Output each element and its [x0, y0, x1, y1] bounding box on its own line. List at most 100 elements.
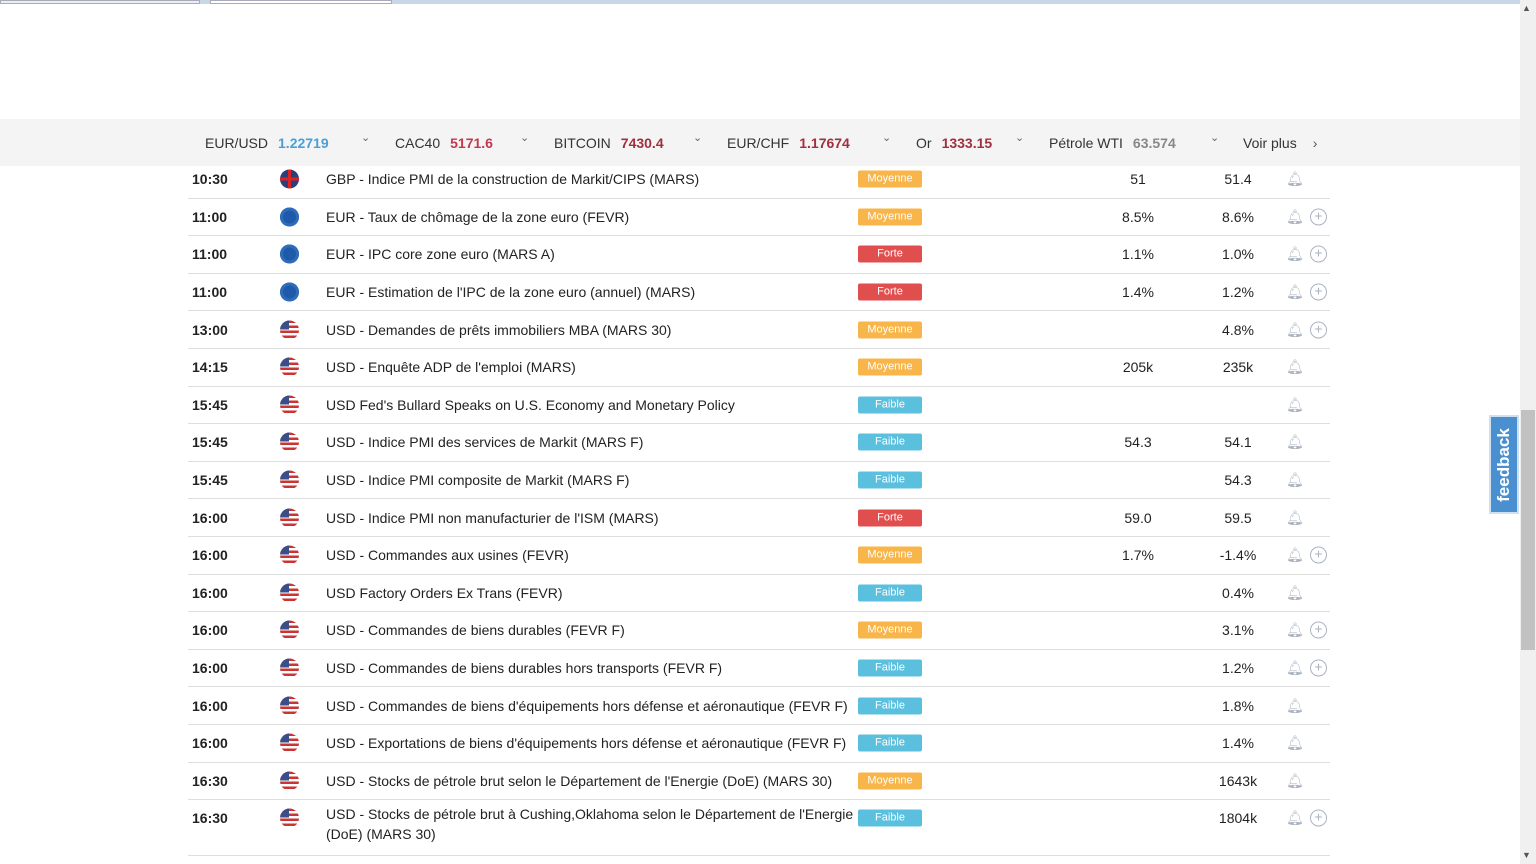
- table-row[interactable]: 16:00 USD - Commandes de biens d'équipem…: [188, 687, 1330, 725]
- bell-icon[interactable]: 🔔︎: [1286, 697, 1304, 714]
- plus-circle-icon[interactable]: +: [1310, 621, 1327, 639]
- eur-flag-icon: [280, 207, 299, 227]
- event-name[interactable]: USD - Stocks de pétrole brut à Cushing,O…: [326, 806, 854, 843]
- chevron-down-icon[interactable]: ⌄: [882, 132, 892, 144]
- see-more-link[interactable]: Voir plus ›: [1243, 135, 1317, 151]
- event-name[interactable]: USD - Indice PMI non manufacturier de l'…: [326, 509, 659, 526]
- event-time: 11:00: [192, 246, 228, 263]
- bell-icon[interactable]: 🔔︎: [1286, 509, 1304, 526]
- scroll-down-arrow-icon[interactable]: ▼: [1522, 850, 1531, 860]
- table-row[interactable]: 15:45 USD - Indice PMI composite de Mark…: [188, 462, 1330, 500]
- plus-circle-icon[interactable]: +: [1310, 245, 1327, 263]
- ticker-item[interactable]: Pétrole WTI 63.574: [1049, 135, 1176, 151]
- chevron-down-icon[interactable]: ⌄: [1015, 132, 1025, 144]
- scrollbar-thumb[interactable]: [1521, 410, 1535, 650]
- event-name[interactable]: USD - Commandes de biens durables (FEVR …: [326, 622, 625, 639]
- table-row[interactable]: 10:30 GBP - Indice PMI de la constructio…: [188, 161, 1330, 199]
- chevron-down-icon[interactable]: ⌄: [693, 132, 703, 144]
- ticker-value: 7430.4: [620, 134, 664, 151]
- actual-value: 1.8%: [1222, 697, 1254, 714]
- chevron-down-icon[interactable]: ⌄: [1210, 132, 1220, 144]
- market-ticker-bar: EUR/USD 1.22719 ⌄ CAC40 5171.6 ⌄ BITCOIN 7430.4…: [0, 119, 1530, 166]
- plus-circle-icon[interactable]: +: [1310, 321, 1327, 339]
- feedback-button[interactable]: feedback: [1489, 415, 1519, 514]
- table-row[interactable]: 13:00 USD - Demandes de prêts immobilier…: [188, 311, 1330, 349]
- table-row[interactable]: 11:00 EUR - IPC core zone euro (MARS A) …: [188, 236, 1330, 274]
- bell-icon[interactable]: 🔔︎: [1286, 809, 1304, 826]
- ticker-item[interactable]: BITCOIN 7430.4: [554, 135, 664, 151]
- usd-flag-icon: [280, 733, 299, 753]
- ticker-item[interactable]: EUR/USD 1.22719: [205, 135, 329, 151]
- table-row[interactable]: 16:00 USD - Commandes aux usines (FEVR) …: [188, 537, 1330, 575]
- bell-icon[interactable]: 🔔︎: [1286, 170, 1304, 187]
- plus-circle-icon[interactable]: +: [1310, 283, 1327, 301]
- table-row[interactable]: 11:00 EUR - Taux de chômage de la zone e…: [188, 199, 1330, 237]
- event-name[interactable]: USD - Commandes aux usines (FEVR): [326, 547, 569, 564]
- plus-circle-icon[interactable]: +: [1310, 546, 1327, 564]
- event-name[interactable]: USD - Exportations de biens d'équipement…: [326, 735, 847, 752]
- usd-flag-icon: [280, 357, 299, 377]
- table-row[interactable]: 16:30 USD - Stocks de pétrole brut selon…: [188, 763, 1330, 801]
- event-time: 11:00: [192, 208, 228, 225]
- impact-badge: Moyenne: [858, 772, 922, 790]
- event-name[interactable]: USD - Demandes de prêts immobiliers MBA …: [326, 321, 672, 338]
- bell-icon[interactable]: 🔔︎: [1286, 396, 1304, 413]
- scroll-up-arrow-icon[interactable]: ▲: [1522, 3, 1531, 13]
- ticker-value: 1333.15: [941, 134, 993, 151]
- event-time: 16:30: [192, 810, 228, 827]
- table-row[interactable]: 16:00 USD - Indice PMI non manufacturier…: [188, 499, 1330, 537]
- event-name[interactable]: USD Fed's Bullard Speaks on U.S. Economy…: [326, 396, 735, 413]
- bell-icon[interactable]: 🔔︎: [1286, 433, 1304, 450]
- event-name[interactable]: USD - Enquête ADP de l'emploi (MARS): [326, 359, 576, 376]
- actual-value: 1.2%: [1222, 284, 1254, 301]
- ticker-item[interactable]: EUR/CHF 1.17674: [727, 135, 850, 151]
- plus-circle-icon[interactable]: +: [1310, 809, 1327, 827]
- table-row[interactable]: 11:00 EUR - Estimation de l'IPC de la zo…: [188, 274, 1330, 312]
- ticker-item[interactable]: CAC40 5171.6: [395, 135, 493, 151]
- ticker-label: EUR/CHF: [727, 134, 790, 151]
- bell-icon[interactable]: 🔔︎: [1286, 584, 1304, 601]
- actual-value: 1804k: [1218, 810, 1258, 827]
- table-row[interactable]: 14:15 USD - Enquête ADP de l'emploi (MAR…: [188, 349, 1330, 387]
- chevron-down-icon[interactable]: ⌄: [520, 132, 530, 144]
- event-name[interactable]: GBP - Indice PMI de la construction de M…: [326, 171, 700, 188]
- event-time: 16:30: [192, 772, 228, 789]
- bell-icon[interactable]: 🔔︎: [1286, 283, 1304, 300]
- browser-tab[interactable]: [0, 0, 200, 4]
- bell-icon[interactable]: 🔔︎: [1286, 321, 1304, 338]
- event-name[interactable]: USD Factory Orders Ex Trans (FEVR): [326, 584, 563, 601]
- event-time: 16:00: [192, 509, 228, 526]
- event-time: 15:45: [192, 472, 228, 489]
- browser-tab-active[interactable]: [210, 0, 392, 4]
- table-row[interactable]: 15:45 USD Fed's Bullard Speaks on U.S. E…: [188, 387, 1330, 425]
- table-row[interactable]: 16:00 USD - Exportations de biens d'équi…: [188, 725, 1330, 763]
- bell-icon[interactable]: 🔔︎: [1286, 245, 1304, 262]
- usd-flag-icon: [280, 771, 299, 791]
- bell-icon[interactable]: 🔔︎: [1286, 659, 1304, 676]
- bell-icon[interactable]: 🔔︎: [1286, 734, 1304, 751]
- plus-circle-icon[interactable]: +: [1310, 659, 1327, 677]
- actual-value: 3.1%: [1222, 622, 1254, 639]
- bell-icon[interactable]: 🔔︎: [1286, 471, 1304, 488]
- bell-icon[interactable]: 🔔︎: [1286, 546, 1304, 563]
- ticker-item[interactable]: Or 1333.15: [916, 135, 992, 151]
- table-row[interactable]: 16:00 USD Factory Orders Ex Trans (FEVR)…: [188, 575, 1330, 613]
- plus-circle-icon[interactable]: +: [1310, 208, 1327, 226]
- table-row[interactable]: 16:30 USD - Stocks de pétrole brut à Cus…: [188, 800, 1330, 857]
- event-name[interactable]: USD - Commandes de biens d'équipements h…: [326, 697, 848, 714]
- event-name[interactable]: EUR - Estimation de l'IPC de la zone eur…: [326, 284, 696, 301]
- event-name[interactable]: USD - Indice PMI des services de Markit …: [326, 434, 644, 451]
- chevron-down-icon[interactable]: ⌄: [361, 132, 371, 144]
- event-name[interactable]: EUR - Taux de chômage de la zone euro (F…: [326, 208, 630, 225]
- bell-icon[interactable]: 🔔︎: [1286, 772, 1304, 789]
- table-row[interactable]: 15:45 USD - Indice PMI des services de M…: [188, 424, 1330, 462]
- bell-icon[interactable]: 🔔︎: [1286, 208, 1304, 225]
- event-name[interactable]: USD - Commandes de biens durables hors t…: [326, 660, 723, 677]
- event-name[interactable]: USD - Indice PMI composite de Markit (MA…: [326, 472, 630, 489]
- bell-icon[interactable]: 🔔︎: [1286, 621, 1304, 638]
- event-name[interactable]: USD - Stocks de pétrole brut selon le Dé…: [326, 772, 833, 789]
- bell-icon[interactable]: 🔔︎: [1286, 358, 1304, 375]
- event-name[interactable]: EUR - IPC core zone euro (MARS A): [326, 246, 555, 263]
- table-row[interactable]: 16:00 USD - Commandes de biens durables …: [188, 612, 1330, 650]
- table-row[interactable]: 16:00 USD - Commandes de biens durables …: [188, 650, 1330, 688]
